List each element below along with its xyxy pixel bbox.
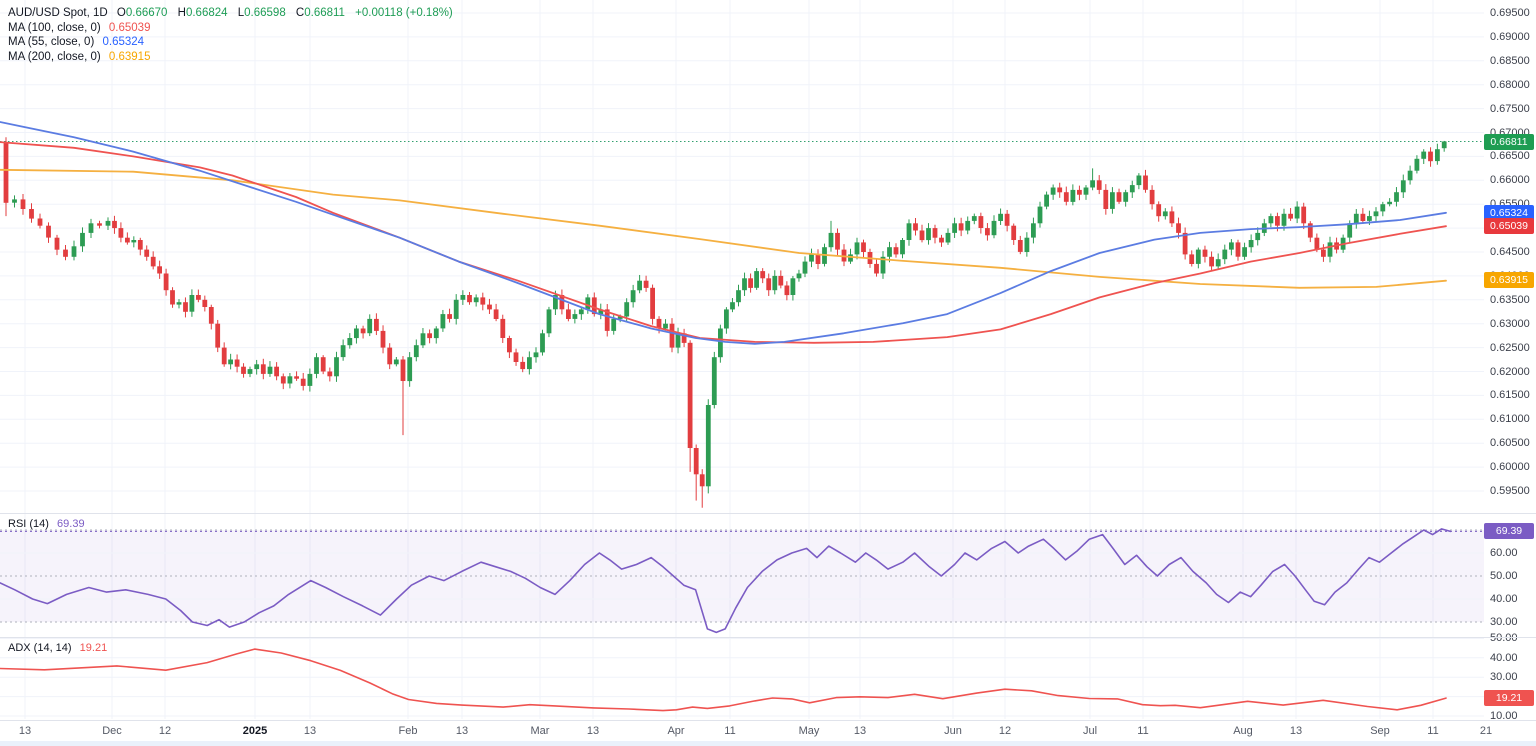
symbol-row[interactable]: AUD/USD Spot, 1D O0.66670 H0.66824 L0.66… xyxy=(8,6,460,21)
time-tick-label: Mar xyxy=(530,725,550,737)
time-tick-label: 13 xyxy=(853,725,867,737)
time-axis-separator xyxy=(0,720,1536,721)
adx-tick-label: 30.00 xyxy=(1490,671,1518,684)
price-tick-label: 0.69000 xyxy=(1490,30,1530,43)
symbol-title: AUD/USD Spot, 1D xyxy=(8,7,108,19)
ma55-value: 0.65324 xyxy=(102,36,145,48)
high-label: H xyxy=(177,7,186,19)
adx-value-badge: 19.21 xyxy=(1484,690,1534,707)
rsi-tick-label: 50.00 xyxy=(1490,570,1518,582)
low-value: 0.66598 xyxy=(244,7,286,19)
ma200-legend-row[interactable]: MA (200, close, 0) 0.63915 xyxy=(8,50,460,65)
price-tick-label: 0.62000 xyxy=(1490,365,1530,378)
open-label: O xyxy=(116,7,126,19)
change-value: +0.00118 (+0.18%) xyxy=(355,7,453,19)
rsi-value: 69.39 xyxy=(57,518,85,530)
rsi-tick-label: 40.00 xyxy=(1490,593,1518,605)
pane-separator-rsi[interactable] xyxy=(0,513,1536,514)
adx-value: 19.21 xyxy=(79,642,108,654)
last-price-badge: 0.66811 xyxy=(1484,133,1534,150)
bottom-strip xyxy=(0,741,1536,746)
adx-legend-row[interactable]: ADX (14, 14) 19.21 xyxy=(8,642,107,654)
pane-separator-adx[interactable] xyxy=(0,637,1536,638)
time-tick-label: May xyxy=(798,725,820,737)
rsi-label: RSI (14) xyxy=(8,518,49,530)
time-tick-label: Apr xyxy=(667,725,685,737)
adx-tick-label: 40.00 xyxy=(1490,651,1518,664)
rsi-tick-label: 60.00 xyxy=(1490,547,1518,559)
time-tick-label: 21 xyxy=(1479,725,1493,737)
price-tick-label: 0.61000 xyxy=(1490,413,1530,426)
ma200-value: 0.63915 xyxy=(108,50,151,63)
ma55-legend-row[interactable]: MA (55, close, 0) 0.65324 xyxy=(8,35,460,50)
price-tick-label: 0.67500 xyxy=(1490,102,1530,115)
chart-legend: AUD/USD Spot, 1D O0.66670 H0.66824 L0.66… xyxy=(8,6,460,64)
time-tick-label: Aug xyxy=(1233,725,1253,737)
rsi-value-badge: 69.39 xyxy=(1484,523,1534,540)
time-tick-label: Dec xyxy=(102,725,122,737)
price-tick-label: 0.60500 xyxy=(1490,437,1530,450)
time-tick-label: 12 xyxy=(998,725,1012,737)
price-tick-label: 0.66000 xyxy=(1490,174,1530,187)
ma200-price-badge: 0.63915 xyxy=(1484,271,1534,288)
ma55-price-badge: 0.65324 xyxy=(1484,204,1534,221)
close-label: C xyxy=(295,7,305,19)
time-tick-label: 11 xyxy=(1427,725,1439,737)
adx-label: ADX (14, 14) xyxy=(8,642,72,654)
price-tick-label: 0.63500 xyxy=(1490,293,1530,306)
price-tick-label: 0.68500 xyxy=(1490,54,1530,67)
rsi-tick-label: 30.00 xyxy=(1490,616,1518,628)
open-value: 0.66670 xyxy=(125,7,168,19)
time-tick-label: Feb xyxy=(398,725,418,737)
time-tick-label: Sep xyxy=(1370,725,1390,737)
price-tick-label: 0.66500 xyxy=(1490,150,1530,163)
price-tick-label: 0.59500 xyxy=(1490,485,1530,497)
ma200-label: MA (200, close, 0) xyxy=(8,50,101,63)
price-axis[interactable]: 0.69500 0.69000 0.68500 0.68000 0.67500 0.670… xyxy=(1484,0,1536,722)
price-tick-label: 0.64500 xyxy=(1490,246,1530,258)
rsi-legend-row[interactable]: RSI (14) 69.39 xyxy=(8,518,85,530)
price-tick-label: 0.62500 xyxy=(1490,341,1530,354)
ma100-legend-row[interactable]: MA (100, close, 0) 0.65039 xyxy=(8,21,460,36)
ma100-label: MA (100, close, 0) xyxy=(8,21,101,34)
adx-tick-label: 50.00 xyxy=(1490,632,1518,645)
time-tick-label: 11 xyxy=(1137,725,1149,737)
time-tick-label: 13 xyxy=(1289,725,1303,737)
ma100-value: 0.65039 xyxy=(108,21,151,34)
price-tick-label: 0.69500 xyxy=(1490,7,1530,19)
time-tick-label: Jun xyxy=(944,725,962,737)
time-tick-label: 2025 xyxy=(242,725,268,737)
ma55-label: MA (55, close, 0) xyxy=(8,36,95,48)
time-tick-label: 12 xyxy=(158,725,172,737)
time-tick-label: 13 xyxy=(455,725,469,737)
time-tick-label: 11 xyxy=(724,725,736,737)
ma100-price-badge: 0.65039 xyxy=(1484,218,1534,235)
time-tick-label: 13 xyxy=(586,725,600,737)
price-tick-label: 0.68000 xyxy=(1490,78,1530,91)
low-label: L xyxy=(237,7,245,19)
price-tick-label: 0.61500 xyxy=(1490,389,1530,402)
time-tick-label: Jul xyxy=(1082,725,1098,737)
high-value: 0.66824 xyxy=(185,7,228,19)
close-value: 0.66811 xyxy=(304,7,345,19)
adx-tick-label: 10.00 xyxy=(1490,710,1518,722)
time-tick-label: 13 xyxy=(303,725,317,737)
price-tick-label: 0.60000 xyxy=(1490,461,1530,474)
time-tick-label: 13 xyxy=(18,725,32,737)
price-tick-label: 0.63000 xyxy=(1490,317,1530,330)
